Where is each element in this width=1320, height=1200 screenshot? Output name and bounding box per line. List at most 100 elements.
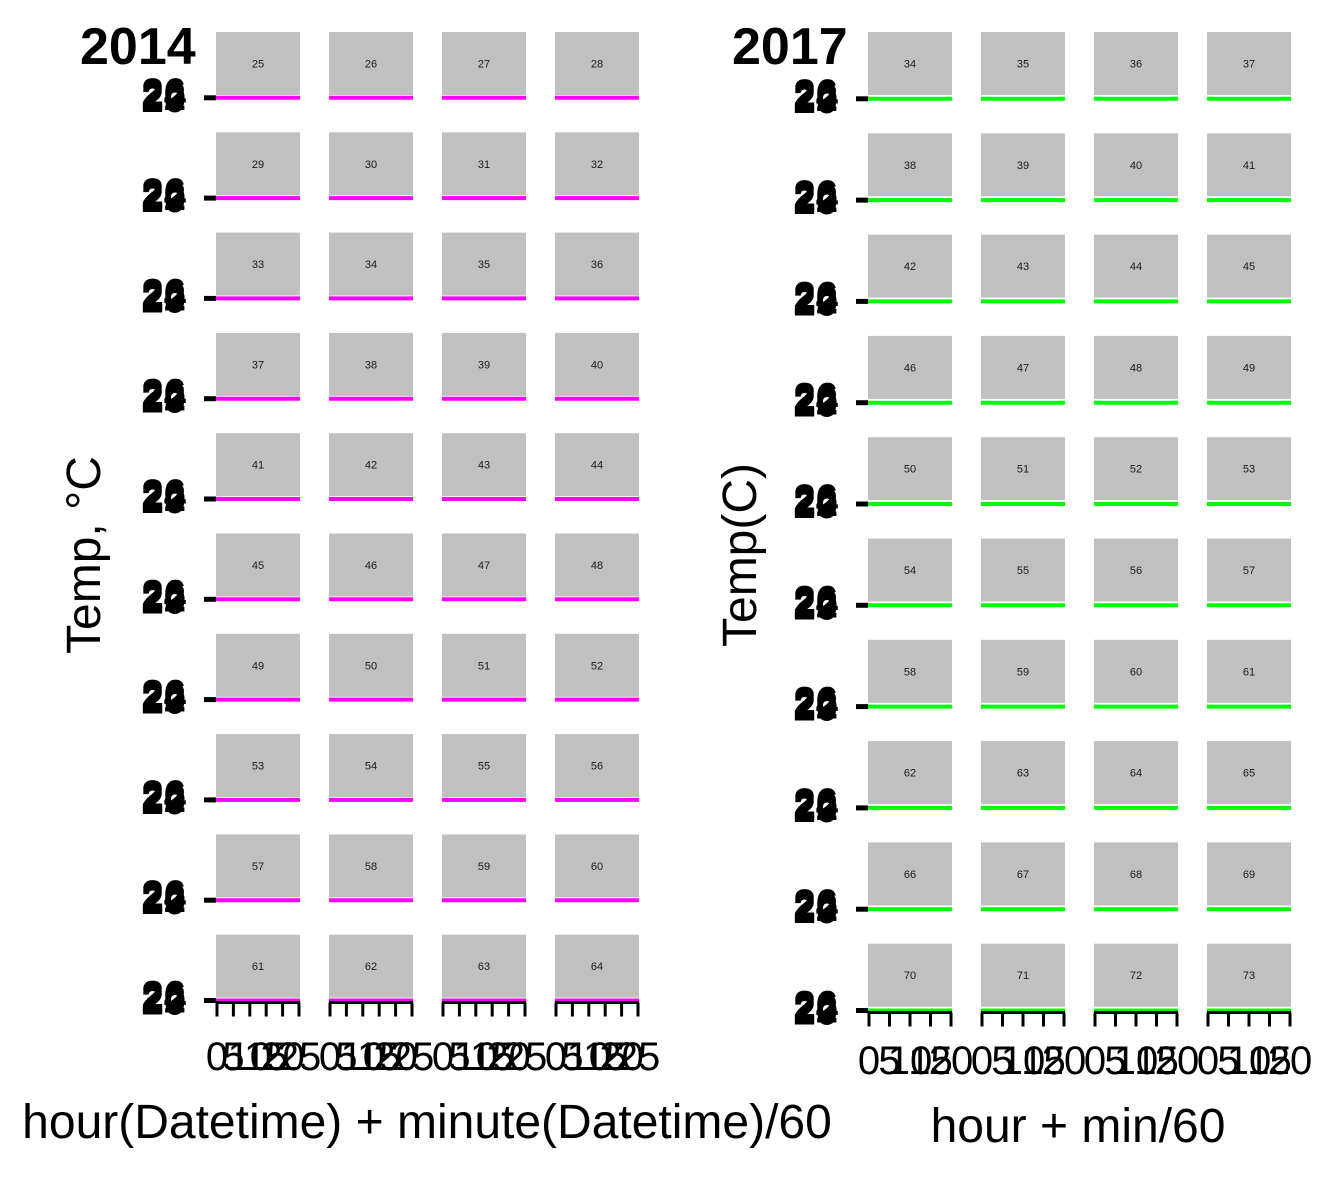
facet-strip [442, 332, 526, 396]
facet-strip [1207, 234, 1291, 298]
y-tick-label: 20 [142, 980, 187, 1024]
facet-strip [329, 633, 413, 697]
y-tick-label: 22 [794, 785, 839, 829]
facet-strip-label: 55 [1017, 565, 1029, 577]
facet-strip-label: 59 [1017, 666, 1029, 678]
facet-strip [868, 538, 952, 602]
facet-strip [442, 834, 526, 898]
facet-strip-label: 56 [1130, 565, 1142, 577]
facet-strip [216, 934, 300, 998]
x-tick-label: 0 [1084, 1039, 1106, 1083]
y-tick-label: 26 [142, 773, 187, 817]
facet-strip [1094, 943, 1178, 1007]
y-tick-label: 26 [142, 171, 187, 215]
facet-strip-label: 29 [252, 159, 264, 171]
facet-strip [216, 533, 300, 597]
x-tick-label: 20 [1042, 1039, 1087, 1083]
facet-strip-label: 57 [1243, 565, 1255, 577]
x-tick-label: 10 [228, 1035, 273, 1079]
facet-strip-label: 60 [1130, 666, 1142, 678]
y-tick-label: 22 [794, 582, 839, 626]
y-tick-label: 24 [142, 976, 187, 1020]
x-tick-label: 5 [561, 1035, 583, 1079]
facet-strip [216, 32, 300, 95]
facet-strip-label: 44 [1130, 261, 1142, 273]
facet-strip-label: 64 [1130, 768, 1142, 780]
y-tick-label: 22 [142, 476, 187, 520]
y-tick-label: 24 [142, 73, 187, 117]
facet-strip-label: 72 [1130, 970, 1142, 982]
facet-strip [1207, 32, 1291, 95]
y-tick-label: 24 [142, 173, 187, 217]
x-tick-label: 15 [357, 1035, 402, 1079]
facet-strip-label: 45 [1243, 261, 1255, 273]
facet-strip-label: 73 [1243, 970, 1255, 982]
y-tick-label: 22 [142, 777, 187, 821]
facet-strip [868, 741, 952, 805]
y-tick-label: 26 [794, 578, 839, 622]
y-tick-label: 24 [142, 273, 187, 317]
y-tick-label: 24 [794, 479, 839, 523]
y-tick-label: 22 [142, 978, 187, 1022]
y-tick-label: 26 [142, 372, 187, 416]
facet-strip-label: 41 [252, 460, 264, 472]
facet-strip-label: 39 [478, 359, 490, 371]
x-tick-label: 15 [583, 1035, 628, 1079]
x-tick-label: 0 [319, 1035, 341, 1079]
y-tick-label: 22 [142, 576, 187, 620]
y-tick-label: 20 [794, 686, 839, 730]
y-tick-label: 24 [142, 775, 187, 819]
y-tick-label: 26 [794, 984, 839, 1028]
facet-strip-label: 34 [365, 259, 377, 271]
facet-strip-label: 66 [904, 869, 916, 881]
facet-strip-label: 64 [591, 961, 603, 973]
facet-strip [868, 437, 952, 501]
facet-strip-label: 33 [252, 259, 264, 271]
facet-strip-label: 32 [591, 159, 603, 171]
y-tick-label: 22 [794, 886, 839, 930]
facet-strip [329, 32, 413, 95]
facet-strip-label: 52 [1130, 464, 1142, 476]
facet-strip [329, 934, 413, 998]
facet-strip-label: 46 [904, 362, 916, 374]
facet-strip [981, 842, 1065, 906]
facet-strip-label: 28 [591, 59, 603, 71]
y-tick-label: 26 [142, 271, 187, 315]
facet-strip [868, 842, 952, 906]
facet-strip [329, 332, 413, 396]
facet-strip [216, 633, 300, 697]
x-tick-label: 0 [971, 1039, 993, 1083]
y-tick-label: 22 [794, 177, 839, 221]
x-tick-label: 10 [567, 1035, 612, 1079]
x-tick-label: 25 [503, 1035, 548, 1079]
facet-strip [981, 234, 1065, 298]
x-tick-label: 15 [1134, 1039, 1179, 1083]
facet-strip-label: 53 [1243, 464, 1255, 476]
y-tick-label: 22 [142, 275, 187, 319]
facet-strip [868, 335, 952, 399]
facet-strip-label: 39 [1017, 160, 1029, 172]
facet-strip-label: 62 [904, 768, 916, 780]
y-tick-label: 20 [142, 378, 187, 422]
facet-strip-label: 56 [591, 761, 603, 773]
facet-strip [1207, 437, 1291, 501]
facet-strip-label: 61 [252, 961, 264, 973]
x-tick-label: 25 [390, 1035, 435, 1079]
y-tick-label: 26 [794, 477, 839, 521]
y-tick-label: 20 [794, 584, 839, 628]
x-tick-label: 5 [448, 1035, 470, 1079]
x-tick-label: 25 [616, 1035, 661, 1079]
y-tick-label: 22 [794, 380, 839, 424]
y-tick-label: 24 [142, 675, 187, 719]
facet-strip [555, 934, 639, 998]
x-tick-label: 20 [1268, 1039, 1313, 1083]
y-tick-label: 20 [794, 280, 839, 324]
facet-strip-label: 70 [904, 970, 916, 982]
y-tick-label: 20 [794, 483, 839, 527]
x-tick-label: 5 [1104, 1039, 1126, 1083]
facet-strip [555, 132, 639, 196]
y-axis-title-2017: Temp(C) [714, 463, 767, 647]
y-tick-label: 22 [794, 76, 839, 120]
y-tick-label: 24 [794, 783, 839, 827]
